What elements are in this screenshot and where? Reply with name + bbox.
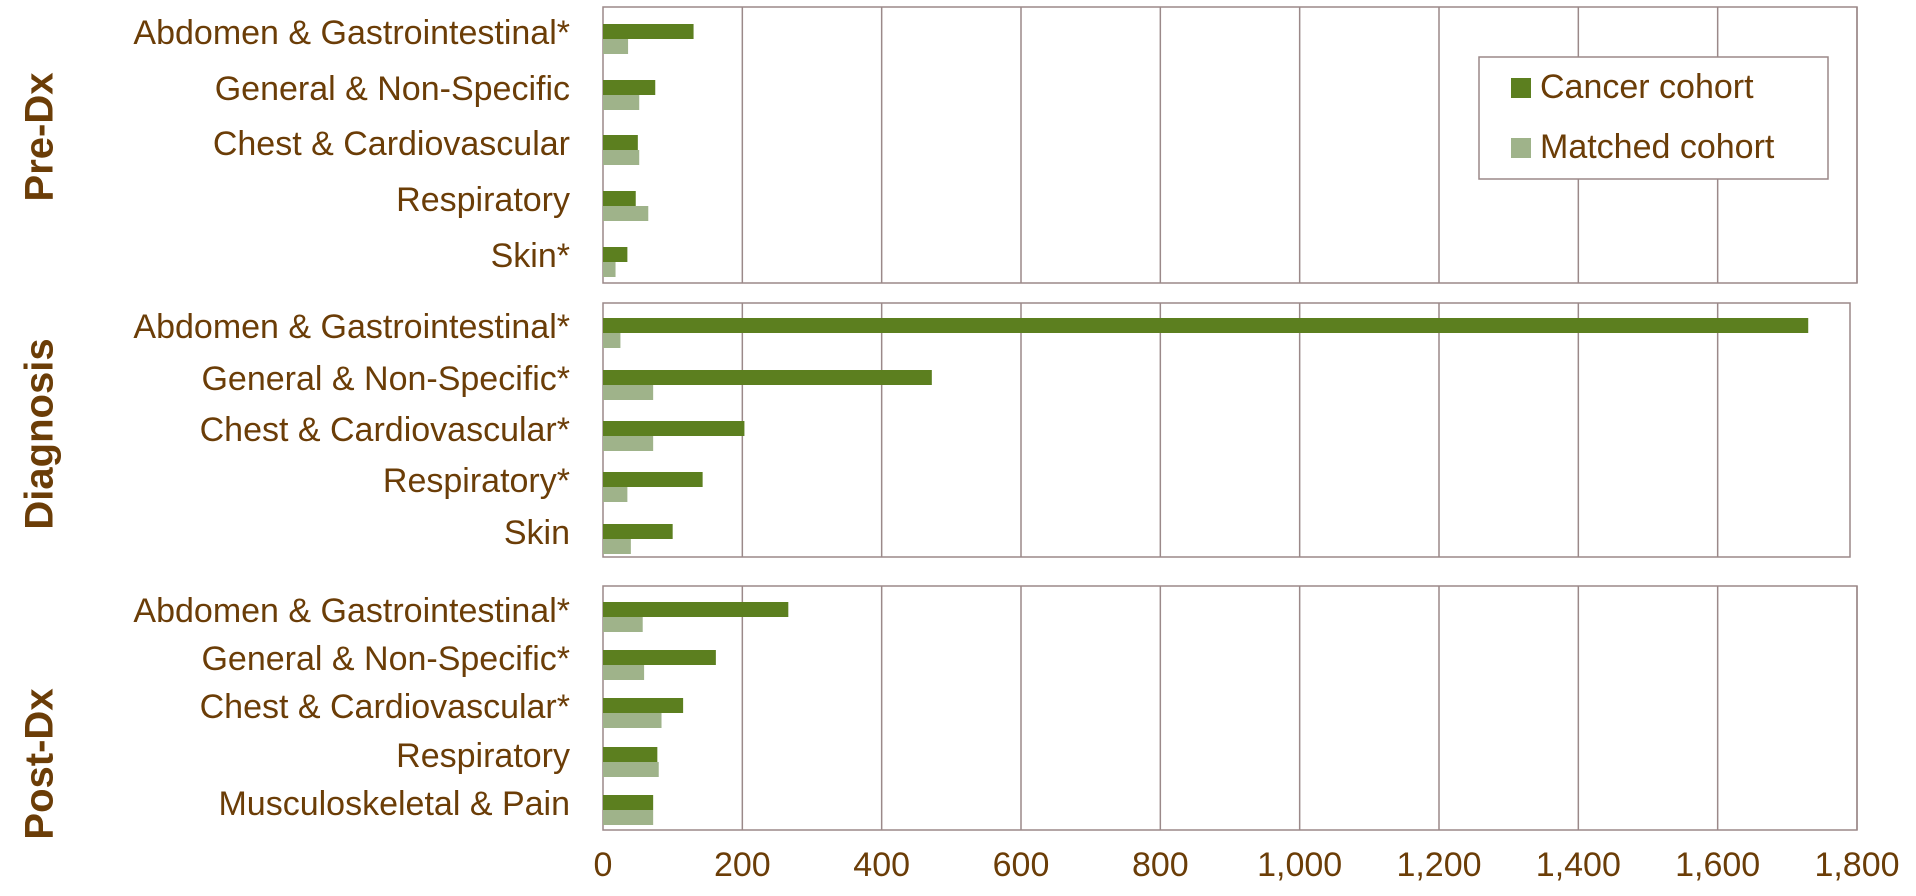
category-label: Respiratory — [396, 181, 570, 219]
x-tick-label: 1,400 — [1536, 846, 1621, 884]
category-label: Skin* — [491, 237, 570, 275]
panel-label-diagnosis: Diagnosis — [18, 338, 62, 529]
bar-post-dx-cancer-3 — [603, 747, 658, 762]
bar-diagnosis-cancer-3 — [603, 472, 703, 487]
legend-label-1: Matched cohort — [1540, 128, 1775, 166]
bar-pre-dx-matched-3 — [603, 206, 649, 221]
legend-box — [1478, 56, 1829, 180]
x-tick-label: 200 — [714, 846, 771, 884]
bar-diagnosis-cancer-1 — [603, 370, 932, 385]
legend-swatch-0 — [1511, 78, 1531, 98]
bar-post-dx-cancer-1 — [603, 650, 716, 665]
bar-pre-dx-matched-0 — [603, 39, 629, 54]
panel-frame-post-dx — [602, 585, 1858, 831]
category-label: Musculoskeletal & Pain — [218, 785, 570, 823]
bar-pre-dx-matched-4 — [603, 262, 616, 277]
legend-label-0: Cancer cohort — [1540, 68, 1754, 106]
bar-post-dx-matched-0 — [603, 617, 643, 632]
x-tick-label: 1,600 — [1675, 846, 1760, 884]
category-label: Chest & Cardiovascular* — [200, 411, 570, 449]
bar-post-dx-cancer-0 — [603, 602, 789, 617]
bar-pre-dx-cancer-1 — [603, 80, 656, 95]
x-tick-label: 400 — [853, 846, 910, 884]
category-label: Chest & Cardiovascular — [213, 125, 570, 163]
bar-pre-dx-cancer-2 — [603, 135, 638, 150]
bar-diagnosis-cancer-2 — [603, 421, 745, 436]
bar-diagnosis-cancer-4 — [603, 524, 673, 539]
x-tick-label: 1,000 — [1257, 846, 1342, 884]
bar-pre-dx-cancer-3 — [603, 191, 636, 206]
category-label: Abdomen & Gastrointestinal* — [133, 592, 570, 630]
bar-pre-dx-cancer-0 — [603, 24, 694, 39]
bar-diagnosis-matched-2 — [603, 436, 654, 451]
bar-diagnosis-matched-1 — [603, 385, 654, 400]
panel-frame-diagnosis — [602, 302, 1851, 558]
bar-post-dx-matched-2 — [603, 713, 662, 728]
x-tick-label: 1,800 — [1814, 846, 1899, 884]
bar-diagnosis-matched-3 — [603, 487, 628, 502]
x-tick-label: 600 — [993, 846, 1050, 884]
x-tick-label: 1,200 — [1396, 846, 1481, 884]
category-label: Skin — [504, 514, 570, 552]
bar-diagnosis-matched-4 — [603, 539, 631, 554]
category-label: Respiratory — [396, 737, 570, 775]
category-label: General & Non-Specific* — [201, 360, 570, 398]
panel-label-post-dx: Post-Dx — [18, 688, 62, 839]
bar-post-dx-cancer-2 — [603, 698, 684, 713]
bar-post-dx-matched-1 — [603, 665, 645, 680]
category-label: Chest & Cardiovascular* — [200, 688, 570, 726]
bar-pre-dx-matched-2 — [603, 150, 640, 165]
bar-post-dx-cancer-4 — [603, 795, 654, 810]
bar-pre-dx-cancer-4 — [603, 247, 628, 262]
bar-diagnosis-cancer-0 — [603, 318, 1809, 333]
x-tick-label: 0 — [594, 846, 613, 884]
bar-post-dx-matched-4 — [603, 810, 654, 825]
bar-post-dx-matched-3 — [603, 762, 659, 777]
category-label: Abdomen & Gastrointestinal* — [133, 14, 570, 52]
legend-swatch-1 — [1511, 138, 1531, 158]
category-label: Respiratory* — [383, 462, 570, 500]
category-label: General & Non-Specific* — [201, 640, 570, 678]
bar-pre-dx-matched-1 — [603, 95, 640, 110]
category-label: General & Non-Specific — [215, 70, 570, 108]
bar-diagnosis-matched-0 — [603, 333, 621, 348]
panel-label-pre-dx: Pre-Dx — [18, 73, 62, 202]
x-tick-label: 800 — [1132, 846, 1189, 884]
category-label: Abdomen & Gastrointestinal* — [133, 308, 570, 346]
